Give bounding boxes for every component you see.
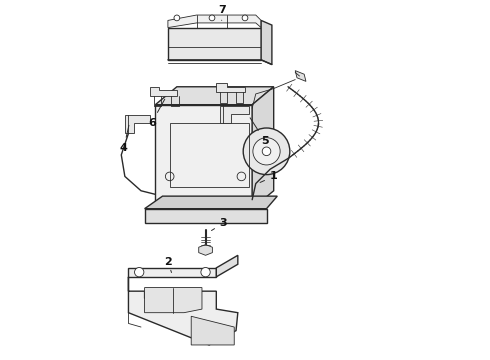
Text: 6: 6 <box>148 99 165 128</box>
Polygon shape <box>145 196 277 209</box>
Polygon shape <box>150 87 177 96</box>
Circle shape <box>253 138 280 165</box>
Text: 7: 7 <box>218 5 225 21</box>
Circle shape <box>243 128 290 175</box>
Circle shape <box>242 15 248 21</box>
Polygon shape <box>199 244 212 255</box>
Circle shape <box>201 267 210 277</box>
Polygon shape <box>220 107 248 123</box>
Polygon shape <box>128 268 216 277</box>
Circle shape <box>174 15 180 21</box>
Polygon shape <box>155 105 252 209</box>
Text: 3: 3 <box>212 218 227 230</box>
Text: 4: 4 <box>120 125 129 153</box>
Text: 2: 2 <box>164 257 172 273</box>
Circle shape <box>209 15 215 21</box>
Polygon shape <box>145 288 202 313</box>
Polygon shape <box>191 316 234 345</box>
Polygon shape <box>216 255 238 277</box>
Text: 5: 5 <box>250 118 269 145</box>
Polygon shape <box>252 87 274 209</box>
Circle shape <box>262 147 271 156</box>
Polygon shape <box>295 71 306 81</box>
Polygon shape <box>145 209 267 223</box>
Polygon shape <box>168 15 261 28</box>
Polygon shape <box>168 28 261 60</box>
Text: 1: 1 <box>260 171 277 183</box>
Polygon shape <box>216 83 245 92</box>
Circle shape <box>135 267 144 277</box>
Polygon shape <box>128 277 238 345</box>
Polygon shape <box>155 87 274 105</box>
Polygon shape <box>261 21 272 64</box>
Polygon shape <box>125 116 150 134</box>
